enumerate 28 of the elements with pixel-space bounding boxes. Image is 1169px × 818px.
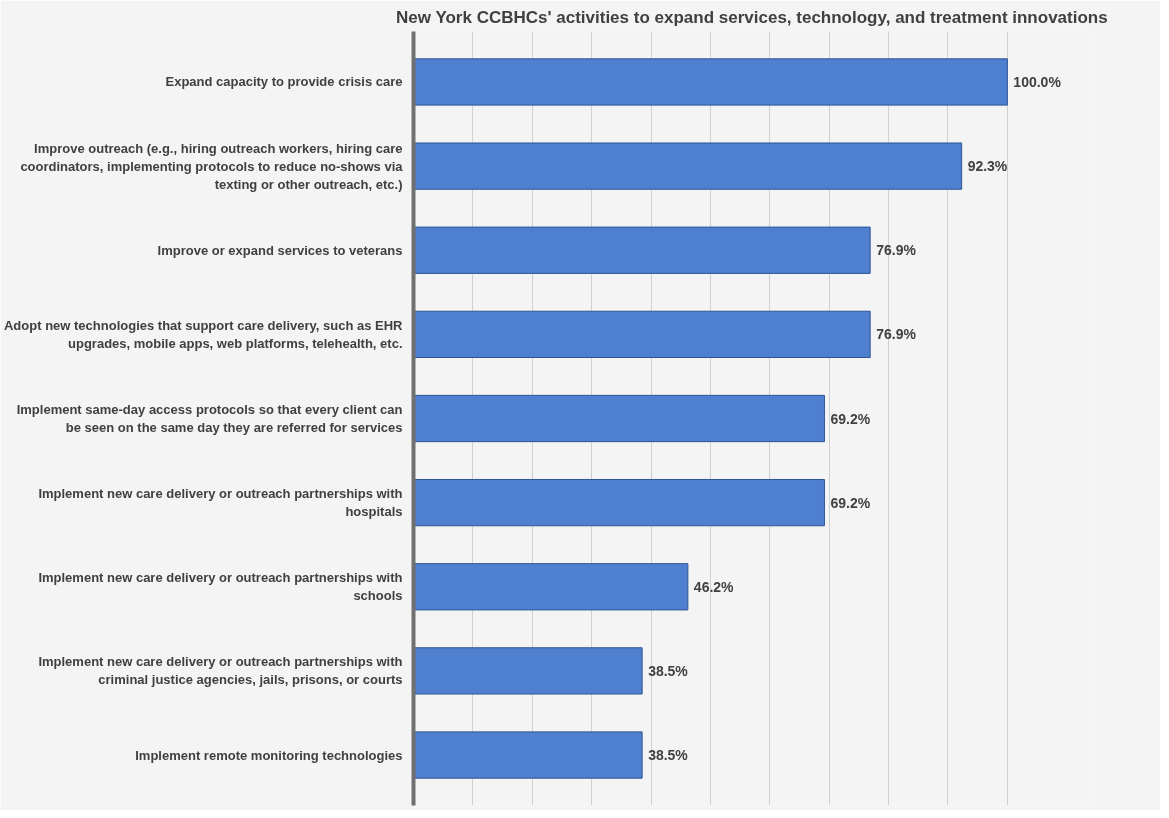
bar <box>413 647 643 695</box>
bar <box>413 226 871 274</box>
y-tick-label: Implement new care delivery or outreach partnerships with criminal justice agencies, jails, prisons, or courts <box>38 654 403 688</box>
data-label: 38.5% <box>648 662 689 679</box>
y-tick-label: Implement same-day access protocols so that every client can be seen on the same day they are referred for services <box>16 402 403 435</box>
data-label: 76.9% <box>876 326 917 343</box>
bar <box>413 310 871 359</box>
data-label: 100.0% <box>1013 73 1062 90</box>
data-label: 76.9% <box>876 242 917 259</box>
chart-title: New York CCBHCs' activities to expand services, technology, and treatment innovations <box>396 7 1108 27</box>
data-label: 69.2% <box>830 410 871 427</box>
bar <box>413 394 825 443</box>
data-label: 38.5% <box>648 747 689 764</box>
bar <box>413 58 1008 106</box>
bar <box>413 478 825 527</box>
data-label: 92.3% <box>967 158 1008 175</box>
y-tick-label: Improve or expand services to veterans <box>157 242 403 258</box>
y-tick-label: Implement new care delivery or outreach partnerships with schools <box>38 570 403 604</box>
bar <box>413 563 689 611</box>
bar <box>413 142 963 190</box>
y-tick-label: Improve outreach (e.g., hiring outreach workers, hiring care coordinators, implementing protocols to reduce no-shows via texting or other outreach, etc.) <box>20 140 404 192</box>
y-tick-label: Expand capacity to provide crisis care <box>165 74 403 90</box>
y-tick-label: Adopt new technologies that support care delivery, such as EHR upgrades, mobile apps, web platforms, telehealth, etc. <box>3 317 404 351</box>
data-label: 46.2% <box>693 578 735 595</box>
bar <box>413 731 643 779</box>
data-label: 69.2% <box>830 494 871 511</box>
y-tick-label: Implement remote monitoring technologies <box>135 747 403 763</box>
y-tick-label: Implement new care delivery or outreach partnerships with hospitals <box>38 486 403 520</box>
